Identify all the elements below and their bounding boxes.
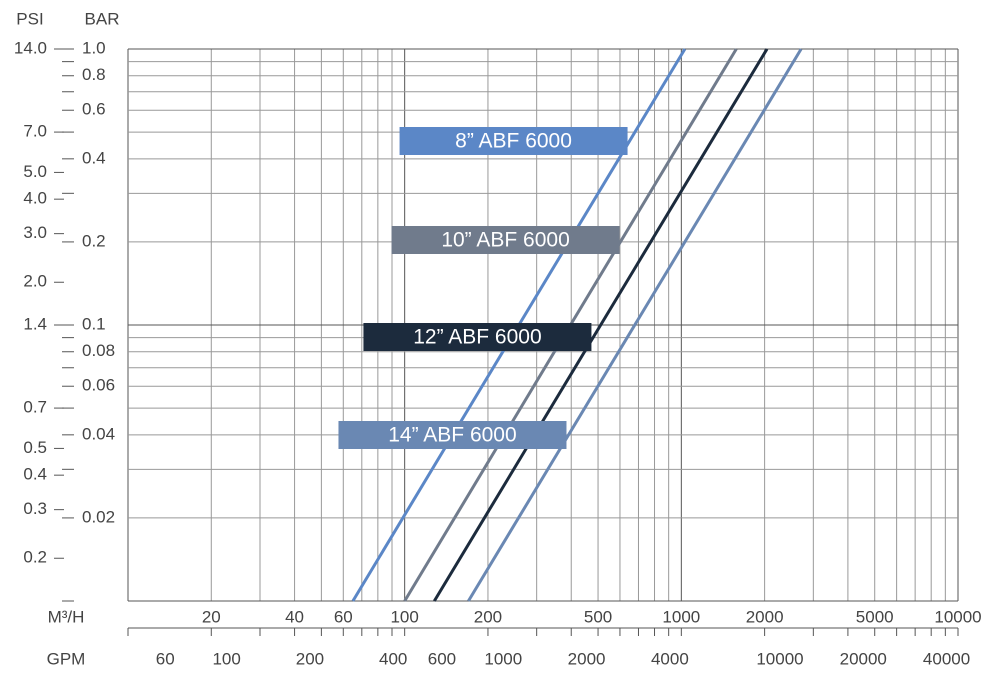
legend-box [363,323,592,351]
y2-tick-label: 7.0 [23,122,47,141]
x-tick-label: 40 [285,607,304,626]
legend-box [391,226,620,254]
series-line [467,48,803,602]
x2-tick-label: 20000 [840,649,887,668]
x-tick-label: 200 [474,607,502,626]
y2-tick-label: 2.0 [23,272,47,291]
y-tick-label: 0.06 [82,376,115,395]
x-tick-label: 2000 [746,607,784,626]
y2-tick-label: 0.2 [23,548,47,567]
x2-tick-label: 600 [428,649,456,668]
y2-tick-label: 0.5 [23,438,47,457]
x-tick-label: 10000 [934,607,981,626]
x2-tick-label: 400 [379,649,407,668]
y2-tick-label: 14.0 [14,38,47,57]
x2-tick-label: 60 [156,649,175,668]
y-tick-label: 0.08 [82,341,115,360]
y2-tick-label: 3.0 [23,223,47,242]
series-line [433,48,769,602]
x-tick-label: 500 [584,607,612,626]
legend-label: 10” ABF 6000 [441,229,569,252]
x2-tick-label: 1000 [484,649,522,668]
y2-tick-label: 1.4 [23,314,47,333]
y2-axis-title: PSI [16,9,43,28]
x2-tick-label: 100 [212,649,240,668]
y-tick-label: 0.1 [82,314,106,333]
legend-label: 12” ABF 6000 [413,326,541,349]
y2-tick-label: 0.3 [23,499,47,518]
x2-tick-label: 2000 [568,649,606,668]
x2-tick-label: 200 [296,649,324,668]
x-tick-label: 1000 [662,607,700,626]
x-tick-label: 60 [334,607,353,626]
y-axis-title: BAR [85,9,120,28]
y-tick-label: 1.0 [82,38,106,57]
legend-label: 14” ABF 6000 [388,424,516,447]
y2-tick-label: 0.4 [23,465,47,484]
legend-label: 8” ABF 6000 [455,130,572,153]
y-tick-label: 0.04 [82,424,115,443]
legend-box [338,421,567,449]
x-tick-label: 100 [390,607,418,626]
x2-tick-label: 40000 [923,649,970,668]
x-tick-label: 5000 [856,607,894,626]
y-tick-label: 0.4 [82,148,106,167]
y2-tick-label: 0.7 [23,398,47,417]
y-tick-label: 0.6 [82,100,106,119]
y-tick-label: 0.02 [82,507,115,526]
y2-tick-label: 5.0 [23,162,47,181]
y-tick-label: 0.8 [82,65,106,84]
x2-tick-label: 4000 [651,649,689,668]
y2-tick-label: 4.0 [23,189,47,208]
y-tick-label: 0.2 [82,231,106,250]
x2-tick-label: 10000 [756,649,803,668]
x2-axis-title: GPM [47,649,86,668]
x-tick-label: 20 [202,607,221,626]
x-axis-title: M³/H [48,607,85,626]
legend-box [399,127,628,155]
